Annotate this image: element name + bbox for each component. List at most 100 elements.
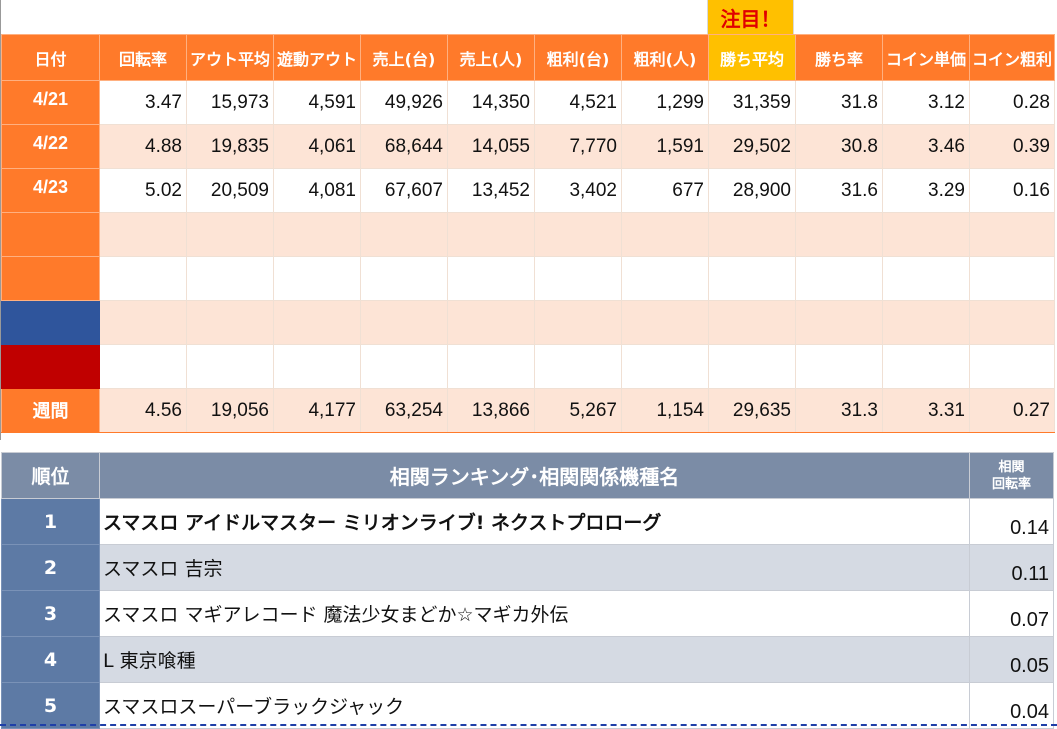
cell-profit-person: 1,299 [621, 80, 709, 125]
ranking-title-header: 相関ランキング･相関関係機種名 [99, 452, 970, 499]
cell-coin-profit: 0.39 [969, 124, 1055, 169]
correlation-rate: 0.05 [969, 636, 1054, 683]
cell-coin-price: 3.46 [882, 124, 970, 169]
cell-profit-person: 1,154 [621, 388, 709, 433]
cell-profit-unit: 7,770 [534, 124, 622, 169]
week-summary-row: 週間 4.56 19,056 4,177 63,254 13,866 5,267… [1, 388, 1055, 433]
col-header-coin-price: コイン単価 [882, 34, 970, 81]
cell-spin-rate: 4.56 [99, 388, 187, 433]
ranking-row: 2 スマスロ 吉宗 0.11 [1, 544, 1054, 591]
ranking-row: 3 スマスロ マギアレコード 魔法少女まどか☆マギカ外伝 0.07 [1, 590, 1054, 637]
cell-coin-profit: 0.16 [969, 168, 1055, 213]
table-row: 4/21 3.47 15,973 4,591 49,926 14,350 4,5… [1, 80, 1055, 125]
cell-out-avg: 19,835 [186, 124, 274, 169]
empty-row [1, 212, 1055, 257]
cell-spin-rate: 4.88 [99, 124, 187, 169]
cell-profit-person: 1,591 [621, 124, 709, 169]
cell-win-avg: 31,359 [708, 80, 796, 125]
cell-idle-out: 4,081 [273, 168, 361, 213]
ranking-row: 5 スマスロスーパーブラックジャック 0.04 [1, 682, 1054, 729]
col-header-idle-out: 遊動アウト [273, 34, 361, 81]
rank-number: 5 [1, 682, 100, 729]
row-date-empty [1, 256, 100, 301]
row-date-empty [1, 212, 100, 257]
cell-idle-out: 4,061 [273, 124, 361, 169]
cell-coin-price: 3.29 [882, 168, 970, 213]
cell-profit-person: 677 [621, 168, 709, 213]
week-label: 週間 [1, 388, 100, 433]
cell-win-avg: 28,900 [708, 168, 796, 213]
row-date-sunday [1, 344, 100, 389]
rank-number: 3 [1, 590, 100, 637]
cell-spin-rate: 5.02 [99, 168, 187, 213]
col-header-win-rate: 勝ち率 [795, 34, 883, 81]
cell-coin-profit: 0.28 [969, 80, 1055, 125]
cell-coin-price: 3.31 [882, 388, 970, 433]
row-date-saturday [1, 300, 100, 345]
cell-sales-person: 14,055 [447, 124, 535, 169]
cell-sales-person: 13,866 [447, 388, 535, 433]
correlation-rate: 0.11 [969, 544, 1054, 591]
cell-win-rate: 31.8 [795, 80, 883, 125]
stats-header-row: 日付 回転率 アウト平均 遊動アウト 売上(台) 売上(人) 粗利(台) 粗利(… [1, 34, 1055, 81]
left-border [0, 0, 1, 440]
ranking-rate-header: 相関 回転率 [969, 452, 1054, 499]
cell-sales-person: 14,350 [447, 80, 535, 125]
cell-win-avg: 29,502 [708, 124, 796, 169]
col-header-profit-person: 粗利(人) [621, 34, 709, 81]
note-row: 注目！ [0, 0, 1057, 34]
col-header-spin-rate: 回転率 [99, 34, 187, 81]
machine-name: スマスロスーパーブラックジャック [99, 682, 970, 729]
col-header-profit-unit: 粗利(台) [534, 34, 622, 81]
cell-sales-unit: 68,644 [360, 124, 448, 169]
cell-out-avg: 15,973 [186, 80, 274, 125]
cell-sales-unit: 49,926 [360, 80, 448, 125]
col-header-win-avg: 勝ち平均 [708, 34, 796, 81]
table-row: 4/22 4.88 19,835 4,061 68,644 14,055 7,7… [1, 124, 1055, 169]
cell-coin-profit: 0.27 [969, 388, 1055, 433]
attention-badge: 注目！ [707, 0, 794, 34]
row-date: 4/22 [1, 124, 100, 169]
machine-name: スマスロ 吉宗 [99, 544, 970, 591]
cell-out-avg: 19,056 [186, 388, 274, 433]
correlation-rate: 0.07 [969, 590, 1054, 637]
daily-stats-table: 日付 回転率 アウト平均 遊動アウト 売上(台) 売上(人) 粗利(台) 粗利(… [1, 34, 1055, 433]
empty-row [1, 344, 1055, 389]
machine-name: L 東京喰種 [99, 636, 970, 683]
ranking-row: 4 L 東京喰種 0.05 [1, 636, 1054, 683]
ranking-row: 1 スマスロ アイドルマスター ミリオンライブ! ネクストプロローグ 0.14 [1, 498, 1054, 545]
col-header-sales-unit: 売上(台) [360, 34, 448, 81]
cell-out-avg: 20,509 [186, 168, 274, 213]
ranking-header-row: 順位 相関ランキング･相関関係機種名 相関 回転率 [1, 452, 1054, 499]
row-date: 4/23 [1, 168, 100, 213]
row-date: 4/21 [1, 80, 100, 125]
machine-name: スマスロ アイドルマスター ミリオンライブ! ネクストプロローグ [99, 498, 970, 545]
cell-coin-price: 3.12 [882, 80, 970, 125]
rank-number: 1 [1, 498, 100, 545]
cell-sales-person: 13,452 [447, 168, 535, 213]
empty-row [1, 256, 1055, 301]
cell-spin-rate: 3.47 [99, 80, 187, 125]
cell-win-rate: 31.3 [795, 388, 883, 433]
ranking-rank-header: 順位 [1, 452, 100, 499]
col-header-date: 日付 [1, 34, 100, 81]
cell-profit-unit: 5,267 [534, 388, 622, 433]
cell-sales-unit: 67,607 [360, 168, 448, 213]
cell-idle-out: 4,591 [273, 80, 361, 125]
cell-win-rate: 30.8 [795, 124, 883, 169]
rate-header-line1: 相関 [998, 459, 1025, 475]
rank-number: 2 [1, 544, 100, 591]
correlation-rate: 0.14 [969, 498, 1054, 545]
col-header-out-avg: アウト平均 [186, 34, 274, 81]
rank-number: 4 [1, 636, 100, 683]
table-row: 4/23 5.02 20,509 4,081 67,607 13,452 3,4… [1, 168, 1055, 213]
correlation-ranking-table: 順位 相関ランキング･相関関係機種名 相関 回転率 1 スマスロ アイドルマスタ… [1, 452, 1054, 729]
col-header-sales-person: 売上(人) [447, 34, 535, 81]
page-break-line [0, 724, 1057, 726]
correlation-rate: 0.04 [969, 682, 1054, 729]
machine-name: スマスロ マギアレコード 魔法少女まどか☆マギカ外伝 [99, 590, 970, 637]
rate-header-line2: 回転率 [991, 476, 1031, 492]
cell-profit-unit: 4,521 [534, 80, 622, 125]
cell-win-avg: 29,635 [708, 388, 796, 433]
cell-profit-unit: 3,402 [534, 168, 622, 213]
